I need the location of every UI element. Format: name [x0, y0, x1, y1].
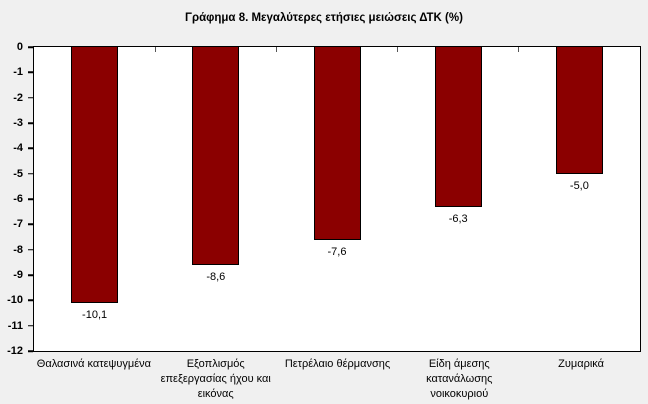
y-tick-label: -12 — [7, 345, 23, 357]
y-tick-mark — [28, 96, 33, 99]
bar-value-label: -8,6 — [206, 270, 226, 283]
x-category-label: Πετρέλαιο θέρμανσης — [284, 358, 391, 370]
y-tick-label: -4 — [13, 142, 23, 155]
y-tick-label: -2 — [13, 91, 23, 104]
y-tick-mark — [28, 71, 33, 74]
y-tick-mark — [28, 198, 33, 200]
bar — [192, 47, 240, 265]
bar — [434, 47, 482, 207]
bar-value-label: -7,6 — [327, 245, 347, 258]
y-tick-label: -1 — [13, 66, 23, 79]
y-tick-label: -3 — [13, 117, 23, 129]
y-tick-label: -7 — [13, 218, 23, 231]
y-tick-label: -10 — [7, 294, 23, 307]
x-category-label: Θαλασινά κατεψυγμένα — [36, 358, 151, 370]
y-tick-label: 0 — [16, 41, 23, 53]
x-boundary-tick — [275, 47, 277, 52]
y-tick-mark — [28, 350, 33, 352]
y-tick-mark — [28, 122, 33, 124]
bar — [71, 47, 119, 303]
x-category-label: Ζυμαρικά — [558, 358, 605, 370]
y-tick-label: -8 — [13, 243, 23, 256]
bar — [313, 47, 361, 240]
y-tick-mark — [28, 274, 33, 276]
y-tick-label: -9 — [13, 269, 23, 281]
y-tick-mark — [28, 46, 33, 48]
bar-value-label: -6,3 — [448, 212, 468, 225]
bar-value-label: -10,1 — [82, 308, 108, 321]
x-category-label: Είδη άμεσης κατανάλωσης νοικοκυριού — [426, 358, 493, 400]
plot-area: 0 -1 -2 -3 -4 -5 -6 -7 -8 -9 -10 -11 -12 -10,1 -8,6 -7,… — [7, 41, 641, 357]
x-axis: Θαλασινά κατεψυγμένα Εξοπλισμός επεξεργασ… — [33, 357, 642, 402]
y-tick-label: -11 — [7, 319, 23, 332]
chart-title: Γράφημα 8. Μεγαλύτερες ετήσιες μειώσεις … — [185, 12, 463, 24]
bar — [555, 47, 603, 174]
y-tick-label: -5 — [13, 167, 23, 180]
y-tick-label: -6 — [13, 193, 23, 205]
y-tick-mark — [28, 299, 33, 302]
bar-value-label: -5,0 — [569, 179, 589, 192]
x-boundary-tick — [154, 47, 156, 52]
y-tick-mark — [28, 147, 33, 150]
y-tick-mark — [28, 223, 33, 226]
x-boundary-tick — [518, 47, 520, 52]
y-tick-mark — [28, 172, 33, 175]
x-boundary-tick — [397, 47, 399, 52]
y-tick-mark — [28, 248, 33, 251]
x-category-label: Εξοπλισμός επεξεργασίας ήχου και εικόνας — [160, 358, 271, 400]
y-tick-mark — [28, 324, 33, 327]
